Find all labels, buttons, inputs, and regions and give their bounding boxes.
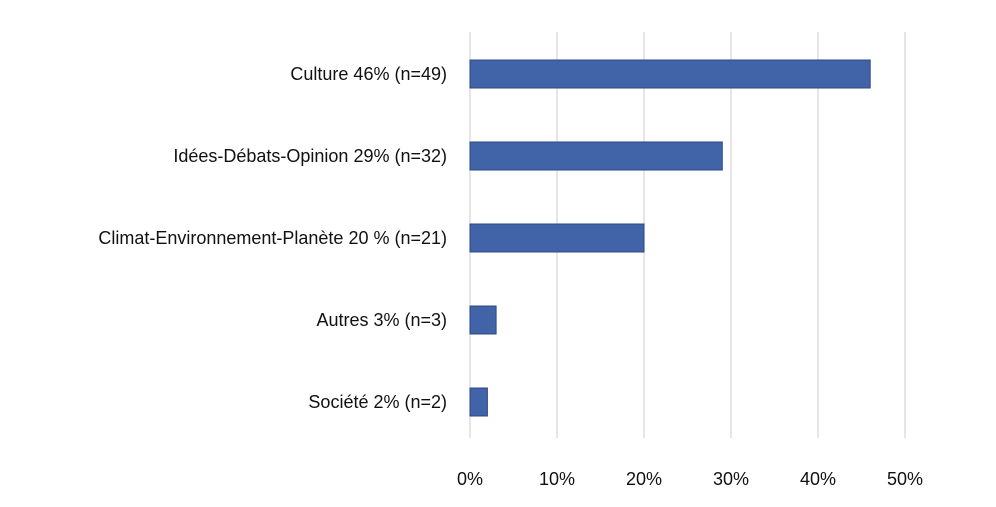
x-axis-tick-labels: 0% 10% 20% 30% 40% 50% bbox=[457, 469, 923, 489]
bar-0 bbox=[469, 59, 871, 89]
bars bbox=[469, 59, 871, 417]
x-tick-label-30: 30% bbox=[713, 469, 749, 489]
category-label-2: Climat-Environnement-Planète 20 % (n=21) bbox=[98, 228, 447, 248]
bar-1 bbox=[469, 141, 723, 171]
x-tick-label-10: 10% bbox=[539, 469, 575, 489]
category-label-4: Société 2% (n=2) bbox=[308, 392, 447, 412]
bar-3 bbox=[469, 305, 497, 335]
x-tick-label-20: 20% bbox=[626, 469, 662, 489]
category-label-1: Idées-Débats-Opinion 29% (n=32) bbox=[173, 146, 447, 166]
category-labels: Culture 46% (n=49) Idées-Débats-Opinion 2… bbox=[98, 64, 447, 412]
x-tick-label-40: 40% bbox=[800, 469, 836, 489]
bar-2 bbox=[469, 223, 645, 253]
category-label-0: Culture 46% (n=49) bbox=[290, 64, 447, 84]
category-label-3: Autres 3% (n=3) bbox=[316, 310, 447, 330]
x-tick-label-0: 0% bbox=[457, 469, 483, 489]
bar-4 bbox=[469, 387, 488, 417]
x-tick-label-50: 50% bbox=[887, 469, 923, 489]
